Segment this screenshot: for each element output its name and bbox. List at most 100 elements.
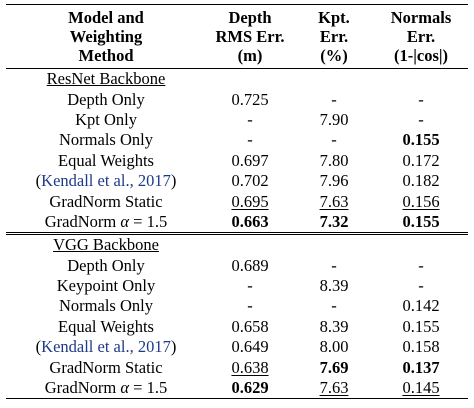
cell-text: 0.663 [231,211,269,231]
section-title-text: VGG Backbone [53,235,159,255]
value-cell: 0.172 [374,151,468,171]
data-row: Keypoint Only - 8.39 - [6,276,468,296]
cell-text: 7.96 [319,171,349,191]
method-cell: GradNorm α = 1.5 [6,212,206,234]
data-row: Equal Weights 0.697 7.80 0.172 [6,151,468,171]
header-line: Err. [406,27,436,46]
value-cell: - [206,130,294,150]
header-line: Depth [228,8,272,27]
value-cell: 0.137 [374,357,468,377]
cell-text: 0.145 [402,378,440,398]
value-cell: 0.155 [374,130,468,150]
empty-cell [374,69,468,90]
section-title-text: ResNet Backbone [46,69,166,89]
data-row: GradNorm α = 1.5 0.663 7.32 0.155 [6,212,468,234]
cell-text: 0.702 [231,171,269,191]
value-cell: 8.39 [294,317,374,337]
data-row: (Kendall et al., 2017) 0.702 7.96 0.182 [6,171,468,191]
cell-text: 0.137 [402,357,440,377]
cell-text: GradNorm Static [49,191,163,211]
value-cell: - [294,256,374,276]
section-header-row: ResNet Backbone [6,69,468,90]
empty-cell [294,69,374,90]
cell-text: ) [170,171,177,191]
value-cell: 0.658 [206,317,294,337]
cell-text: 0.142 [402,296,440,316]
empty-cell [374,234,468,256]
cell-text: 8.00 [319,337,349,357]
header-line: Err. [319,27,349,46]
value-cell: - [374,110,468,130]
header-cell: Depth RMS Err. (m) [206,5,294,69]
method-cell: GradNorm Static [6,191,206,211]
data-row: Depth Only 0.725 - - [6,89,468,109]
value-cell: 0.663 [206,212,294,234]
cell-text: - [331,255,337,275]
cell-text: 0.172 [402,150,440,170]
cell-text: - [418,255,424,275]
cell-text: - [331,296,337,316]
cell-text: ( [35,337,42,357]
cell-text: - [247,276,253,296]
value-cell: 0.649 [206,337,294,357]
value-cell: 0.695 [206,191,294,211]
header-line: (1-|cos|) [394,46,448,65]
value-cell: - [206,276,294,296]
method-cell: Kpt Only [6,110,206,130]
data-row: Equal Weights 0.658 8.39 0.155 [6,317,468,337]
header-line: Method [78,46,134,65]
table-header: Model and Weighting Method Depth RMS Err. (m)… [6,4,468,69]
cell-text: = 1.5 [129,378,168,398]
header-line: Normals [390,8,452,27]
cell-text: = 1.5 [129,211,168,231]
cell-text: Depth Only [67,89,145,109]
cell-text: GradNorm Static [49,357,163,377]
cell-text: 0.697 [231,150,269,170]
section-title: ResNet Backbone [6,69,206,90]
cell-text: Normals Only [59,296,153,316]
header-line: Kpt. [318,8,350,27]
method-cell: Normals Only [6,130,206,150]
value-cell: 0.689 [206,256,294,276]
value-cell: 0.142 [374,296,468,316]
method-cell: Keypoint Only [6,276,206,296]
header-line: (m) [237,46,263,65]
cell-text: 0.155 [402,130,440,150]
cell-text: 0.182 [402,171,440,191]
cell-text: Keypoint Only [56,276,156,296]
cell-text: 0.158 [402,337,440,357]
value-cell: 0.156 [374,191,468,211]
cell-text: 7.80 [319,150,349,170]
data-row: GradNorm α = 1.5 0.629 7.63 0.145 [6,378,468,399]
cell-text: 8.39 [319,316,349,336]
section-title: VGG Backbone [6,234,206,256]
value-cell: 7.96 [294,171,374,191]
value-cell: 7.80 [294,151,374,171]
data-row: Kpt Only - 7.90 - [6,110,468,130]
data-row: GradNorm Static 0.638 7.69 0.137 [6,357,468,377]
header-cell: Model and Weighting Method [6,5,206,69]
value-cell: - [374,256,468,276]
cell-text: 0.689 [231,255,269,275]
cell-text: 0.658 [231,316,269,336]
cell-text: GradNorm [44,378,121,398]
table-body: ResNet Backbone Depth Only 0.725- - Kpt Only… [6,69,468,399]
method-cell: Depth Only [6,89,206,109]
data-row: Normals Only - - 0.155 [6,130,468,150]
cell-text: ( [35,171,42,191]
data-row: GradNorm Static 0.695 7.63 0.156 [6,191,468,211]
value-cell: 8.39 [294,276,374,296]
value-cell: 7.69 [294,357,374,377]
header-line: (%) [320,46,348,65]
header-line: Model and [68,8,144,27]
value-cell: 0.182 [374,171,468,191]
cell-text: 0.155 [402,316,440,336]
cell-text: - [247,130,253,150]
value-cell: - [294,89,374,109]
cite-text: Kendall et al., 2017 [41,171,171,191]
cell-text: 7.32 [319,211,349,231]
empty-cell [206,69,294,90]
cell-text: 0.725 [231,89,269,109]
value-cell: - [294,296,374,316]
